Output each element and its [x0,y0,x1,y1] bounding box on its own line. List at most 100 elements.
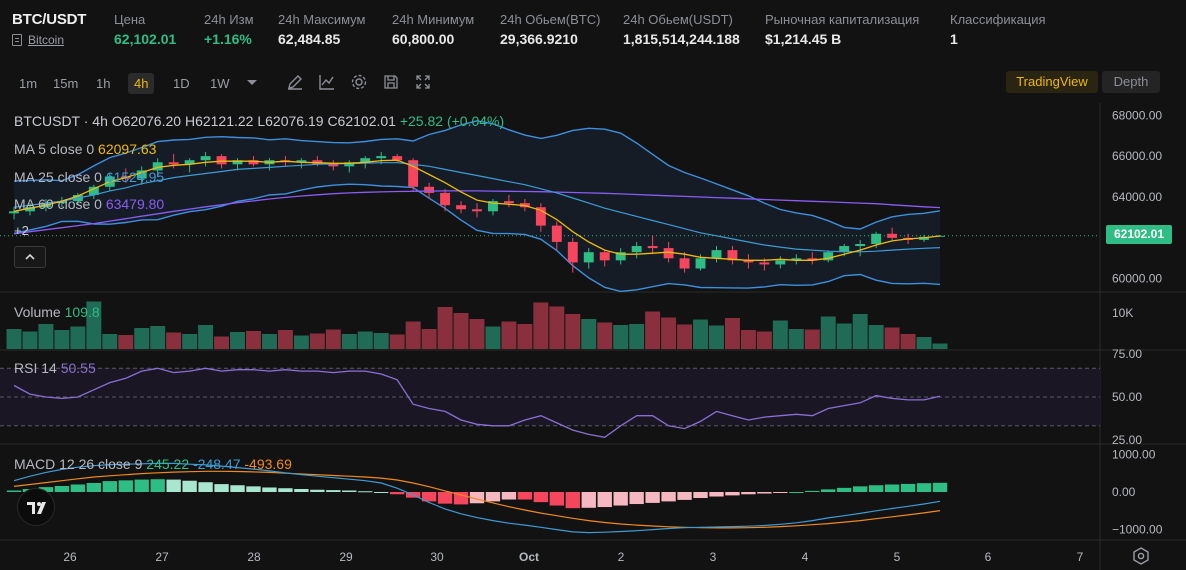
macd-histogram-bar [70,484,86,492]
macd-histogram-bar [102,481,117,492]
ma60-line [13,190,941,235]
timeframe-1w[interactable]: 1W [210,76,230,91]
timeframe-1d[interactable]: 1D [173,76,190,91]
legend-low: L62076.19 [257,113,324,129]
candle-body [503,201,514,204]
stat-value: 62,484.85 [278,31,341,47]
macd-histogram-bar [374,492,389,493]
time-tick-label: 29 [339,550,353,564]
legend-close: C62102.01 [327,113,396,129]
time-tick-label: 5 [894,550,901,564]
volume-legend: Volume 109.8 [14,304,100,320]
tradingview-logo[interactable] [17,488,55,526]
volume-bar [597,322,613,349]
timeframe-1h[interactable]: 1h [96,76,111,91]
ma5-legend[interactable]: MA 5 close 0 62097.63 [14,141,156,157]
candle-body [791,258,802,261]
rsi-value: 50.55 [60,360,96,376]
macd-histogram-bar [868,485,884,492]
tradingview-view-button[interactable]: TradingView [1006,71,1098,93]
volume-label: Volume [14,304,61,320]
volume-bar [357,331,373,349]
time-tick-label: 30 [430,550,444,564]
macd-histogram-bar [581,492,596,508]
asset-name-link[interactable]: Bitcoin [28,33,65,47]
volume-bar [22,331,38,349]
volume-bar [565,314,581,349]
bollinger-lower-line [13,183,941,293]
stat-label: Классификация [950,12,1046,27]
rsi-line [13,367,941,438]
candle-body [456,205,466,210]
macd-histogram-bar [693,492,708,499]
fullscreen-icon[interactable] [413,72,433,92]
candle-body [88,186,99,195]
volume-bar [341,334,357,349]
candle-body [232,160,243,165]
macd-histogram-bar [677,492,692,500]
volume-bar [661,317,677,349]
macd-histogram-bar [757,492,772,494]
timeframe-15m[interactable]: 15m [53,76,79,91]
macd-histogram-bar [86,482,102,492]
macd-histogram-bar [166,479,181,492]
macd-tick-label: 0.00 [1112,485,1136,499]
volume-bar [868,325,884,349]
collapse-legend-button[interactable] [14,246,46,268]
volume-bar [549,306,565,349]
volume-bar [724,318,740,349]
stat-value: 1,815,514,244.188 [623,31,740,47]
macd-histogram-bar [661,492,676,502]
depth-view-button[interactable]: Depth [1102,71,1160,93]
macd-histogram-bar [262,487,277,492]
stat-24h-low: 24h Минимум 60,800.00 [392,12,474,47]
document-icon [12,34,22,46]
chart-settings-icon[interactable] [1131,546,1151,566]
rsi-tick-label: 75.00 [1112,347,1142,361]
stat-price: Цена 62,102.01 [114,12,176,47]
gear-icon[interactable] [349,72,369,92]
macd-signal-line [13,470,941,529]
hidden-indicators-count[interactable]: +2 [14,223,29,238]
macd-histogram-bar [549,492,565,506]
macd-histogram-bar [773,492,788,493]
candle-body [887,233,898,238]
volume-bar [900,334,916,349]
pencil-icon[interactable] [285,72,305,92]
macd-histogram-bar [38,487,54,492]
volume-bar [198,325,214,349]
price-chart[interactable]: 68000.0066000.0064000.0062000.0060000.00… [0,103,1186,570]
volume-bar [709,325,724,349]
ma60-label: MA 60 close 0 [14,196,102,212]
chevron-down-icon[interactable] [242,72,262,92]
candle-body [440,192,451,206]
ma25-legend[interactable]: MA 25 close 0 61524.95 [14,169,164,185]
save-icon[interactable] [381,72,401,92]
stat-value: 60,800.00 [392,31,455,47]
macd-signal-value: -493.69 [244,456,292,472]
timeframe-1m[interactable]: 1m [19,76,38,91]
macd-histogram-bar [613,492,628,506]
macd-line [13,462,941,534]
macd-tick-label: −1000.00 [1112,523,1163,537]
macd-histogram-bar [884,484,900,492]
macd-histogram-bar [932,482,948,492]
asset-link-row[interactable]: Bitcoin [12,33,86,47]
timeframe-4h[interactable]: 4h [128,73,155,94]
volume-bar [756,331,772,349]
volume-bar [102,334,118,349]
candle-body [743,260,754,263]
candle-body [472,209,482,212]
stat-label: 24h Изм [204,12,254,27]
candle-body [823,252,834,261]
macd-line-value: -248.47 [193,456,241,472]
volume-bar [581,319,597,349]
volume-bar [54,330,70,349]
volume-bar [469,319,485,349]
macd-histogram-bar [629,492,644,505]
macd-histogram-bar [326,490,341,492]
ma60-legend[interactable]: MA 60 close 0 63479.80 [14,196,164,212]
volume-bar [230,332,245,349]
line-chart-icon[interactable] [317,72,337,92]
volume-bar [693,319,708,349]
